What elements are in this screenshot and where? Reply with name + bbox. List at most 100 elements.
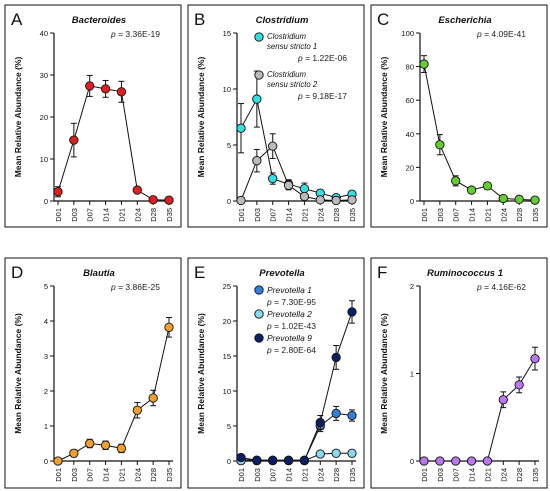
p-value-label: p = 4.09E-41 [476,29,526,39]
data-point [451,176,461,186]
x-tick-label: D28 [149,208,158,222]
series [236,300,357,465]
legend-p-value: p = 1.02E-43 [266,321,316,331]
data-point [69,135,79,145]
data-point [331,195,341,206]
x-tick-label: D07 [269,208,278,222]
panel-letter: B [194,10,205,29]
legend: Prevotella 1 p = 7.30E-95 Prevotella 2 p = … [254,285,316,355]
data-point [419,456,429,466]
series [53,317,174,466]
x-tick-label: D14 [285,208,294,222]
data-point [347,307,357,317]
legend-marker [254,333,264,343]
y-tick-label: 100 [401,29,414,38]
data-point [252,156,262,166]
y-tick-label: 25 [223,282,231,291]
legend-marker [254,309,264,319]
x-tick-label: D21 [300,208,309,222]
data-point [530,353,540,364]
data-point [268,173,278,184]
legend-label: Prevotella 9 [267,333,312,343]
data-point [252,455,262,465]
x-tick-label: D21 [483,468,492,482]
x-tick-label: D01 [54,208,63,222]
data-point [435,140,445,150]
y-tick-label: 10 [223,387,231,396]
chart-title: Clostridium [256,15,309,26]
data-point [236,123,246,133]
data-point [530,195,540,205]
data-point [482,456,493,466]
x-tick-label: D24 [316,468,325,482]
y-tick-label: 15 [223,352,231,361]
p-value-label: p = 4.16E-62 [476,282,526,292]
data-point [53,187,63,197]
panel-frame [4,257,182,489]
panel-a: A Bacteroides p = 3.36E-19 Mean Relative Ab… [4,4,182,228]
data-point [331,408,341,419]
panel-frame [370,257,548,489]
y-tick-label: 1 [410,370,414,379]
y-tick-label: 1 [44,422,48,431]
data-point [132,405,142,415]
x-tick-label: D07 [86,468,95,482]
y-tick-label: 0 [410,197,414,206]
data-point [315,417,325,428]
y-tick-label: 30 [40,71,48,80]
x-tick-label: D03 [253,468,262,482]
chart-title: Ruminococcus 1 [427,268,503,279]
y-tick-label: 0 [44,197,48,206]
x-tick-label: D07 [452,208,461,222]
panel-letter: F [377,263,387,282]
y-tick-label: 5 [44,282,48,291]
data-point [252,94,262,104]
x-tick-label: D07 [269,468,278,482]
x-tick-label: D03 [436,208,445,222]
data-point [236,195,246,206]
legend-marker [254,32,264,42]
y-tick-label: 5 [227,422,231,431]
y-axis-label: Mean Relative Abundance (%) [379,313,389,434]
y-tick-label: 80 [406,63,414,72]
x-tick-label: D28 [332,468,341,482]
data-point [299,191,310,202]
data-point [268,455,278,465]
x-tick-label: D07 [452,468,461,482]
y-tick-label: 4 [44,317,48,326]
x-tick-label: D24 [316,208,325,222]
series [419,346,540,466]
data-point [148,393,158,403]
data-point [85,81,95,91]
y-tick-label: 20 [406,163,414,172]
panel-letter: D [11,263,23,282]
data-point [236,452,246,463]
y-tick-label: 10 [40,155,48,164]
panel-c: C Escherichia p = 4.09E-41 Mean Relative Ab… [370,4,548,228]
y-tick-label: 2 [410,282,414,291]
data-point [116,443,127,454]
y-tick-label: 0 [227,197,231,206]
x-tick-label: D24 [499,468,508,482]
x-tick-label: D03 [253,208,262,222]
series [419,55,540,205]
data-point [514,194,524,204]
data-point [268,141,278,151]
x-tick-label: D01 [420,208,429,222]
data-point [514,380,524,390]
chart-title: Blautia [83,268,115,279]
y-tick-label: 0 [410,457,414,466]
data-point [451,456,461,466]
x-tick-label: D35 [348,468,357,482]
data-point [498,395,508,405]
y-tick-label: 10 [223,85,231,94]
data-point [69,448,79,458]
y-tick-label: 40 [40,29,48,38]
data-point [331,352,341,363]
legend-p-value: p = 7.30E-95 [266,297,316,307]
data-point [299,455,310,465]
data-point [164,195,174,205]
x-tick-label: D14 [468,468,477,482]
legend-p-value: p = 9.18E-17 [297,91,347,101]
